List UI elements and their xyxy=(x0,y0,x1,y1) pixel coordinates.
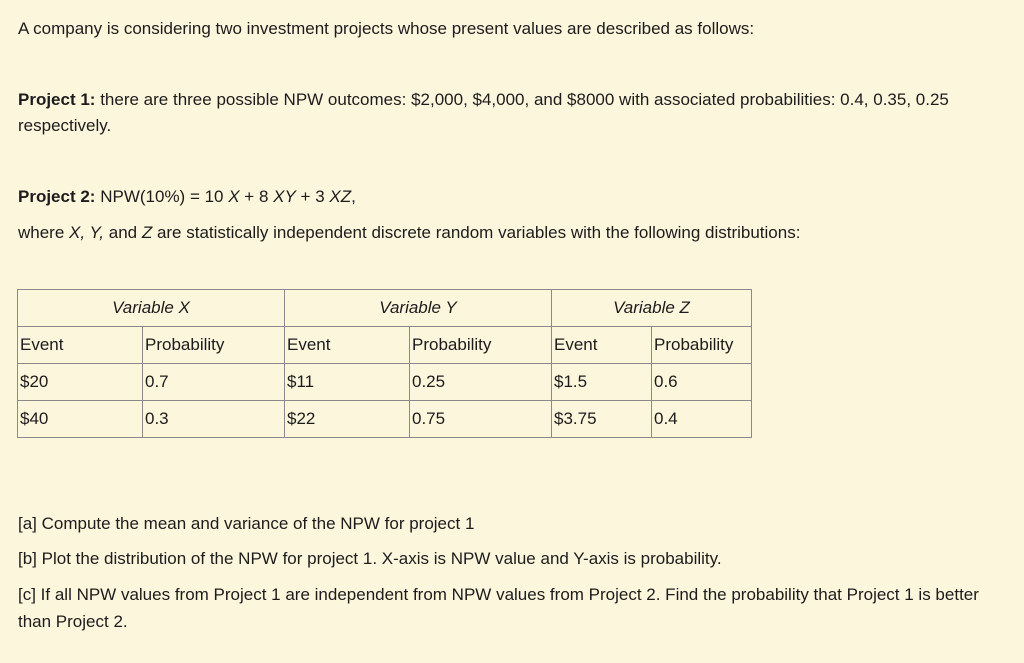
table-column-header-row: Event Probability Event Probability Even… xyxy=(17,326,752,364)
y-probability-cell: 0.25 xyxy=(409,363,552,401)
variable-y-header: Variable Y xyxy=(284,289,552,327)
where-and: and xyxy=(104,223,142,242)
distribution-table: Variable X Variable Y Variable Z Event P… xyxy=(17,289,752,438)
table-variable-header-row: Variable X Variable Y Variable Z xyxy=(17,289,752,327)
question-c: [c] If all NPW values from Project 1 are… xyxy=(18,585,979,631)
project-2-label: Project 2: xyxy=(18,187,96,206)
formula-plus-2: + 3 xyxy=(295,187,330,206)
where-suffix: are statistically independent discrete r… xyxy=(152,223,801,242)
y-event-cell: $22 xyxy=(284,400,410,438)
project-1-description: Project 1: there are three possible NPW … xyxy=(18,87,1014,139)
where-z: Z xyxy=(141,223,153,242)
y-event-header: Event xyxy=(284,326,410,364)
question-b: [b] Plot the distribution of the NPW for… xyxy=(18,549,722,568)
formula-prefix: NPW(10%) = 10 xyxy=(95,187,229,206)
x-event-header: Event xyxy=(17,326,143,364)
x-probability-cell: 0.3 xyxy=(142,400,285,438)
question-a: [a] Compute the mean and variance of the… xyxy=(18,514,475,533)
formula-var-xy: XY xyxy=(273,187,296,206)
variable-x-header: Variable X xyxy=(17,289,285,327)
formula-end: , xyxy=(351,187,356,206)
formula-plus-1: + 8 xyxy=(239,187,274,206)
z-event-header: Event xyxy=(551,326,652,364)
project-1-label: Project 1: xyxy=(18,90,96,109)
table-row: $20 0.7 $11 0.25 $1.5 0.6 xyxy=(17,363,752,401)
z-probability-cell: 0.4 xyxy=(651,400,752,438)
z-event-cell: $1.5 xyxy=(551,363,652,401)
y-probability-header: Probability xyxy=(409,326,552,364)
formula-var-xz: XZ xyxy=(329,187,352,206)
intro-text: A company is considering two investment … xyxy=(18,19,755,38)
x-event-cell: $40 xyxy=(17,400,143,438)
x-probability-header: Probability xyxy=(142,326,285,364)
y-probability-cell: 0.75 xyxy=(409,400,552,438)
y-event-cell: $11 xyxy=(284,363,410,401)
project-2-formula: Project 2: NPW(10%) = 10 X + 8 XY + 3 XZ… xyxy=(18,184,1014,210)
z-probability-header: Probability xyxy=(651,326,752,364)
x-event-cell: $20 xyxy=(17,363,143,401)
where-prefix: where xyxy=(18,223,70,242)
project-1-text: there are three possible NPW outcomes: $… xyxy=(18,90,949,135)
table-row: $40 0.3 $22 0.75 $3.75 0.4 xyxy=(17,400,752,438)
where-vars: X, Y, xyxy=(69,223,105,242)
project-2-where: where X, Y, and Z are statistically inde… xyxy=(18,220,1014,246)
formula-var-x: X xyxy=(228,187,240,206)
z-probability-cell: 0.6 xyxy=(651,363,752,401)
z-event-cell: $3.75 xyxy=(551,400,652,438)
x-probability-cell: 0.7 xyxy=(142,363,285,401)
variable-z-header: Variable Z xyxy=(551,289,752,327)
